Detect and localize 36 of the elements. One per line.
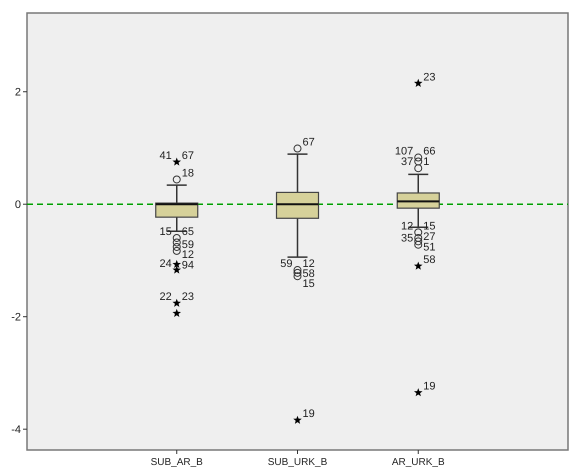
annotation: 18 bbox=[182, 167, 194, 180]
annotation: 65 bbox=[182, 226, 194, 238]
x-tick-label: SUB_AR_B bbox=[150, 457, 204, 468]
annotation: 66 bbox=[423, 146, 436, 158]
annotation: 24 bbox=[159, 258, 172, 270]
annotation: 15 bbox=[423, 220, 436, 232]
annotation: 37 bbox=[401, 156, 414, 168]
annotation: 12 bbox=[182, 248, 194, 261]
annotation: 22 bbox=[159, 291, 172, 304]
annotation: 27 bbox=[423, 230, 436, 243]
annotation: 67 bbox=[302, 136, 315, 149]
annotation: 15 bbox=[159, 226, 172, 238]
annotation: 59 bbox=[182, 238, 194, 251]
annotation: 107 bbox=[394, 146, 414, 158]
annotation: 35 bbox=[401, 232, 414, 245]
annotation: 23 bbox=[423, 71, 436, 84]
annotation: 1 bbox=[423, 156, 430, 168]
annotation: 58 bbox=[302, 268, 315, 280]
y-tick-label: -2 bbox=[11, 312, 21, 324]
y-tick-label: 2 bbox=[14, 86, 21, 99]
annotation: 94 bbox=[182, 259, 194, 272]
annotation: 59 bbox=[280, 258, 292, 270]
annotation: 12 bbox=[302, 258, 315, 270]
annotation: 15 bbox=[302, 278, 315, 290]
annotation: 58 bbox=[423, 254, 436, 266]
annotation: 67 bbox=[182, 150, 194, 162]
x-tick-label: SUB_URK_B bbox=[268, 457, 328, 468]
annotation: 23 bbox=[182, 291, 194, 304]
annotation: 19 bbox=[423, 380, 436, 393]
annotation: 12 bbox=[401, 220, 414, 232]
y-tick-label: 0 bbox=[14, 199, 21, 212]
x-tick-label: AR_URK_B bbox=[392, 457, 445, 468]
annotation: 41 bbox=[159, 150, 172, 162]
y-tick-label: -4 bbox=[11, 424, 21, 436]
annotation: 19 bbox=[302, 408, 315, 420]
annotation: 51 bbox=[423, 241, 436, 254]
